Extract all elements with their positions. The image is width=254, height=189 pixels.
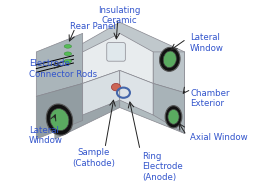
Ellipse shape — [112, 83, 121, 91]
Polygon shape — [36, 83, 83, 139]
Polygon shape — [83, 70, 120, 115]
Polygon shape — [36, 33, 83, 96]
Ellipse shape — [50, 108, 69, 131]
Ellipse shape — [163, 51, 176, 68]
Text: Sample
(Cathode): Sample (Cathode) — [72, 148, 115, 168]
Ellipse shape — [165, 106, 182, 128]
Text: Rear Panel: Rear Panel — [70, 22, 115, 31]
Text: Insulating
Ceramic: Insulating Ceramic — [99, 5, 141, 25]
Polygon shape — [153, 52, 185, 93]
Text: Lateral
Window: Lateral Window — [29, 126, 63, 146]
Polygon shape — [55, 65, 120, 139]
Ellipse shape — [64, 44, 72, 48]
Ellipse shape — [160, 47, 180, 71]
Polygon shape — [83, 33, 153, 83]
Polygon shape — [153, 83, 185, 133]
FancyBboxPatch shape — [107, 43, 125, 61]
Polygon shape — [120, 65, 185, 133]
Ellipse shape — [168, 109, 179, 124]
Polygon shape — [120, 70, 153, 115]
Ellipse shape — [64, 59, 72, 63]
Text: Ring
Electrode
(Anode): Ring Electrode (Anode) — [142, 152, 183, 182]
Text: Axial Window: Axial Window — [190, 133, 248, 143]
Text: Chamber
Exterior: Chamber Exterior — [190, 89, 230, 108]
Text: Electrode
Connector Rods: Electrode Connector Rods — [29, 59, 97, 79]
Text: Lateral
Window: Lateral Window — [190, 33, 224, 53]
Polygon shape — [55, 22, 185, 93]
Ellipse shape — [46, 104, 73, 135]
Ellipse shape — [64, 52, 72, 56]
